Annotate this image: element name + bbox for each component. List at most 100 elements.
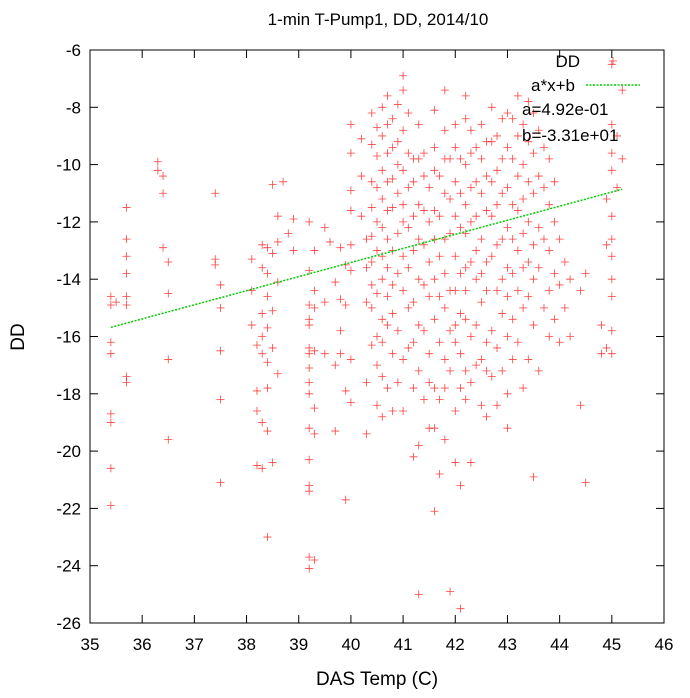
data-point: [305, 487, 314, 496]
data-point: [346, 266, 355, 275]
data-point: [519, 120, 528, 129]
data-point: [404, 183, 413, 192]
data-point: [487, 177, 496, 186]
data-point: [466, 149, 475, 158]
data-point: [399, 406, 408, 415]
data-point: [320, 223, 329, 232]
data-point: [440, 355, 449, 364]
data-point: [393, 326, 402, 335]
data-point: [435, 212, 444, 221]
data-point: [555, 338, 564, 347]
x-axis-title: DAS Temp (C): [316, 669, 438, 690]
data-point: [305, 300, 314, 309]
data-point: [357, 172, 366, 181]
data-point: [216, 395, 225, 404]
data-point: [378, 194, 387, 203]
data-point: [539, 143, 548, 152]
x-tick-label: 46: [655, 635, 674, 654]
data-point: [430, 143, 439, 152]
data-point: [607, 292, 616, 301]
data-point: [472, 246, 481, 255]
data-point: [560, 258, 569, 267]
data-point: [393, 100, 402, 109]
data-point: [252, 461, 261, 470]
data-point: [607, 166, 616, 175]
data-point: [461, 229, 470, 238]
data-point: [440, 189, 449, 198]
data-point: [513, 172, 522, 181]
data-point: [268, 180, 277, 189]
data-point: [466, 183, 475, 192]
data-point: [159, 243, 168, 252]
data-point: [357, 134, 366, 143]
data-point: [388, 349, 397, 358]
y-tick-label: -6: [66, 41, 81, 60]
data-point: [446, 587, 455, 596]
data-point: [607, 326, 616, 335]
data-point: [435, 252, 444, 261]
data-point: [393, 160, 402, 169]
data-point: [341, 386, 350, 395]
data-point: [362, 235, 371, 244]
data-point: [164, 435, 173, 444]
data-point: [383, 149, 392, 158]
data-point: [430, 235, 439, 244]
y-tick-label: -8: [66, 98, 81, 117]
data-point: [550, 177, 559, 186]
x-tick-label: 37: [185, 635, 204, 654]
data-point: [451, 286, 460, 295]
data-point: [550, 315, 559, 324]
data-point: [529, 189, 538, 198]
data-point: [373, 123, 381, 132]
data-point: [399, 200, 408, 209]
data-point: [258, 464, 267, 473]
data-point: [331, 278, 340, 287]
data-point: [440, 435, 449, 444]
data-point: [263, 269, 272, 278]
data-point: [216, 280, 225, 289]
data-point: [383, 292, 392, 301]
data-point: [461, 200, 470, 209]
data-point: [341, 495, 350, 504]
data-point: [106, 464, 115, 473]
data-point: [388, 280, 397, 289]
data-point: [576, 286, 585, 295]
x-tick-label: 38: [237, 635, 256, 654]
data-point: [346, 186, 355, 195]
data-point: [263, 533, 272, 542]
data-point: [414, 120, 423, 129]
data-point: [404, 149, 413, 158]
data-point: [305, 217, 314, 226]
data-point: [425, 349, 434, 358]
data-point: [451, 406, 460, 415]
data-point: [258, 263, 267, 272]
data-point: [346, 398, 355, 407]
data-point: [305, 455, 314, 464]
data-point: [216, 478, 225, 487]
data-point: [305, 321, 314, 330]
data-point: [106, 409, 115, 418]
data-point: [414, 200, 423, 209]
data-point: [404, 303, 413, 312]
data-point: [310, 429, 319, 438]
data-point: [430, 275, 439, 284]
data-point: [367, 303, 376, 312]
data-point: [106, 300, 115, 309]
data-point: [414, 154, 423, 163]
data-point: [461, 395, 470, 404]
data-point: [555, 235, 564, 244]
data-point: [513, 246, 522, 255]
data-point: [247, 255, 256, 264]
data-point: [425, 258, 434, 267]
data-point: [331, 361, 340, 370]
data-point: [545, 154, 554, 163]
data-point: [618, 86, 627, 95]
data-point: [555, 280, 564, 289]
data-point: [383, 321, 392, 330]
data-point: [383, 263, 392, 272]
data-point: [367, 109, 376, 118]
data-point: [466, 378, 475, 387]
data-point: [393, 189, 402, 198]
data-point: [258, 349, 267, 358]
